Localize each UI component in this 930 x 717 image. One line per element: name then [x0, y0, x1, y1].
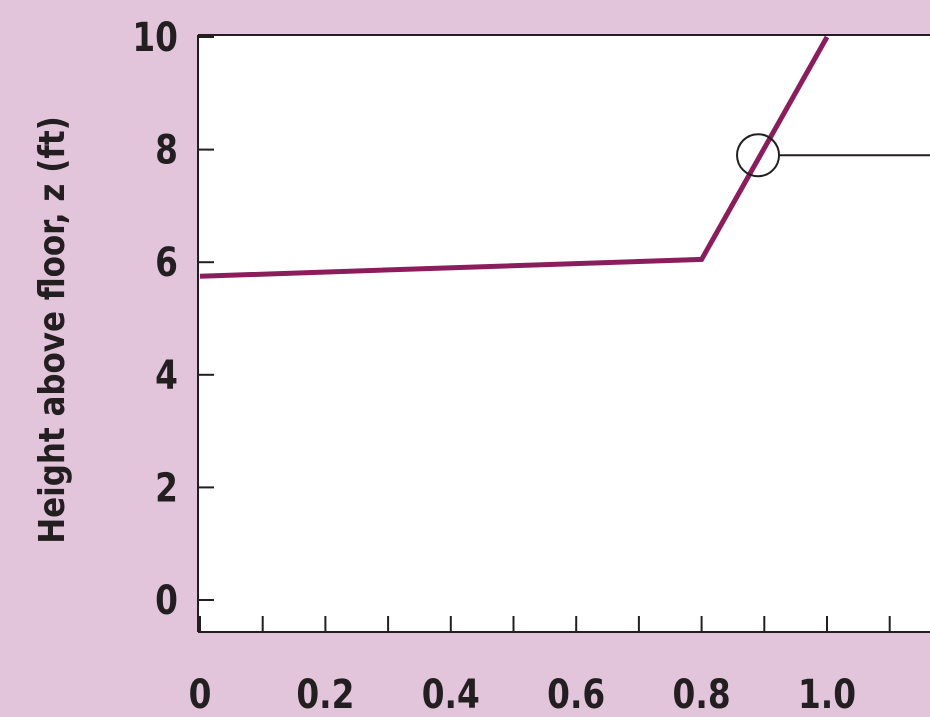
x-tick-label: 0.4	[422, 671, 480, 717]
annotation-layer	[736, 133, 930, 178]
series-line	[199, 35, 830, 279]
x-tick-label: 1.0	[798, 671, 856, 717]
plot-area	[198, 35, 930, 632]
y-tick-label: 6	[155, 239, 178, 286]
axis-ticks	[198, 36, 891, 632]
y-tick-label: 2	[155, 464, 178, 511]
x-tick-label: 0.6	[547, 671, 605, 717]
y-tick-label: 4	[155, 352, 178, 399]
y-tick-label: 8	[155, 126, 178, 173]
y-axis-title: Height above floor, z (ft)	[31, 116, 73, 544]
y-tick-label: 10	[132, 14, 178, 61]
series-layer	[199, 35, 830, 279]
y-tick-label: 0	[155, 577, 178, 624]
x-tick-label: 0	[189, 671, 212, 717]
x-tick-label: 0.8	[673, 671, 731, 717]
x-tick-label: 0.2	[296, 671, 354, 717]
